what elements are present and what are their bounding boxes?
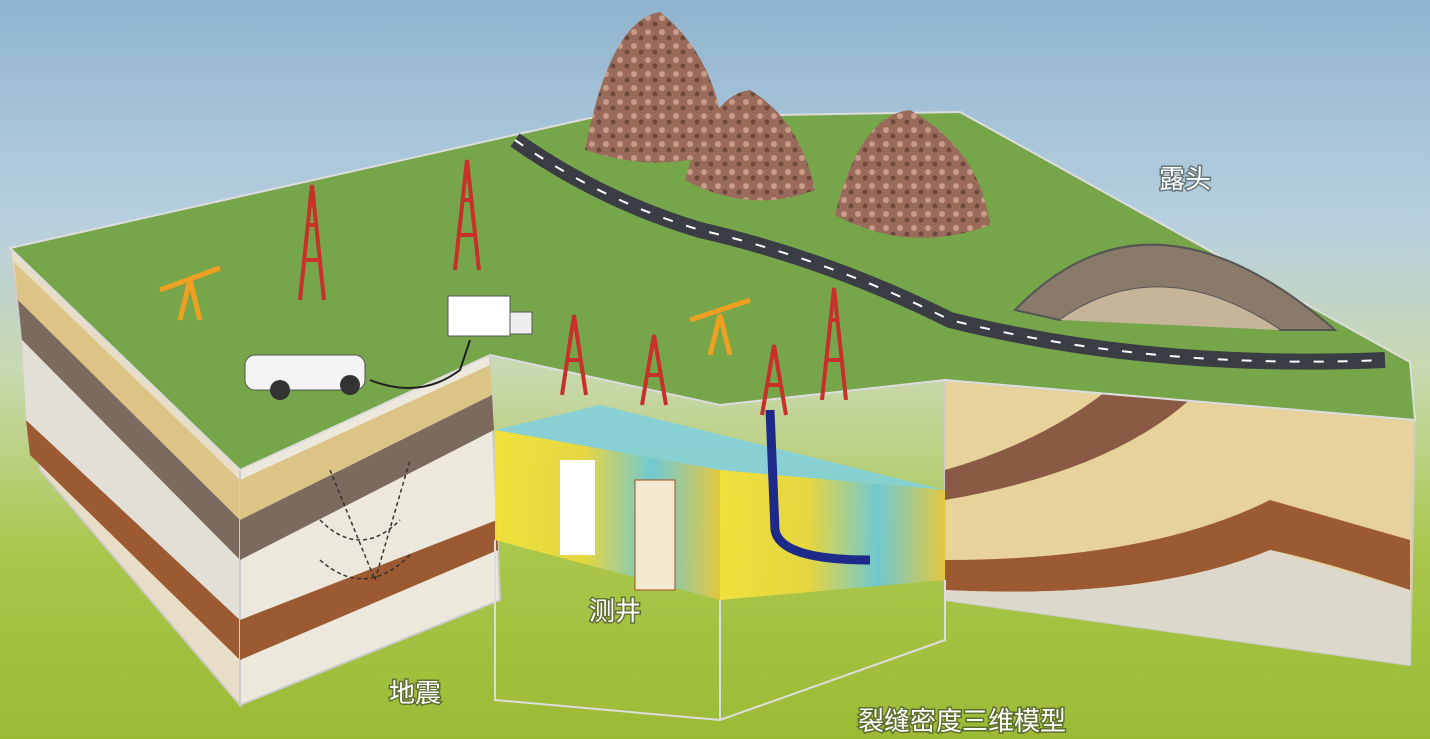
label: 露头 xyxy=(1159,165,1211,195)
pumpjacks xyxy=(159,265,751,356)
label: 测井 xyxy=(589,597,641,627)
road xyxy=(510,133,1386,370)
derricks xyxy=(298,159,848,416)
outcrop xyxy=(1013,243,1338,331)
vehicles xyxy=(244,295,533,400)
left-face xyxy=(8,245,241,708)
fracture-cube xyxy=(494,405,946,722)
label: 裂缝密度三维模型 xyxy=(858,707,1066,737)
label: 地震 xyxy=(389,679,441,709)
mountains xyxy=(585,12,990,238)
front-face xyxy=(239,353,502,707)
